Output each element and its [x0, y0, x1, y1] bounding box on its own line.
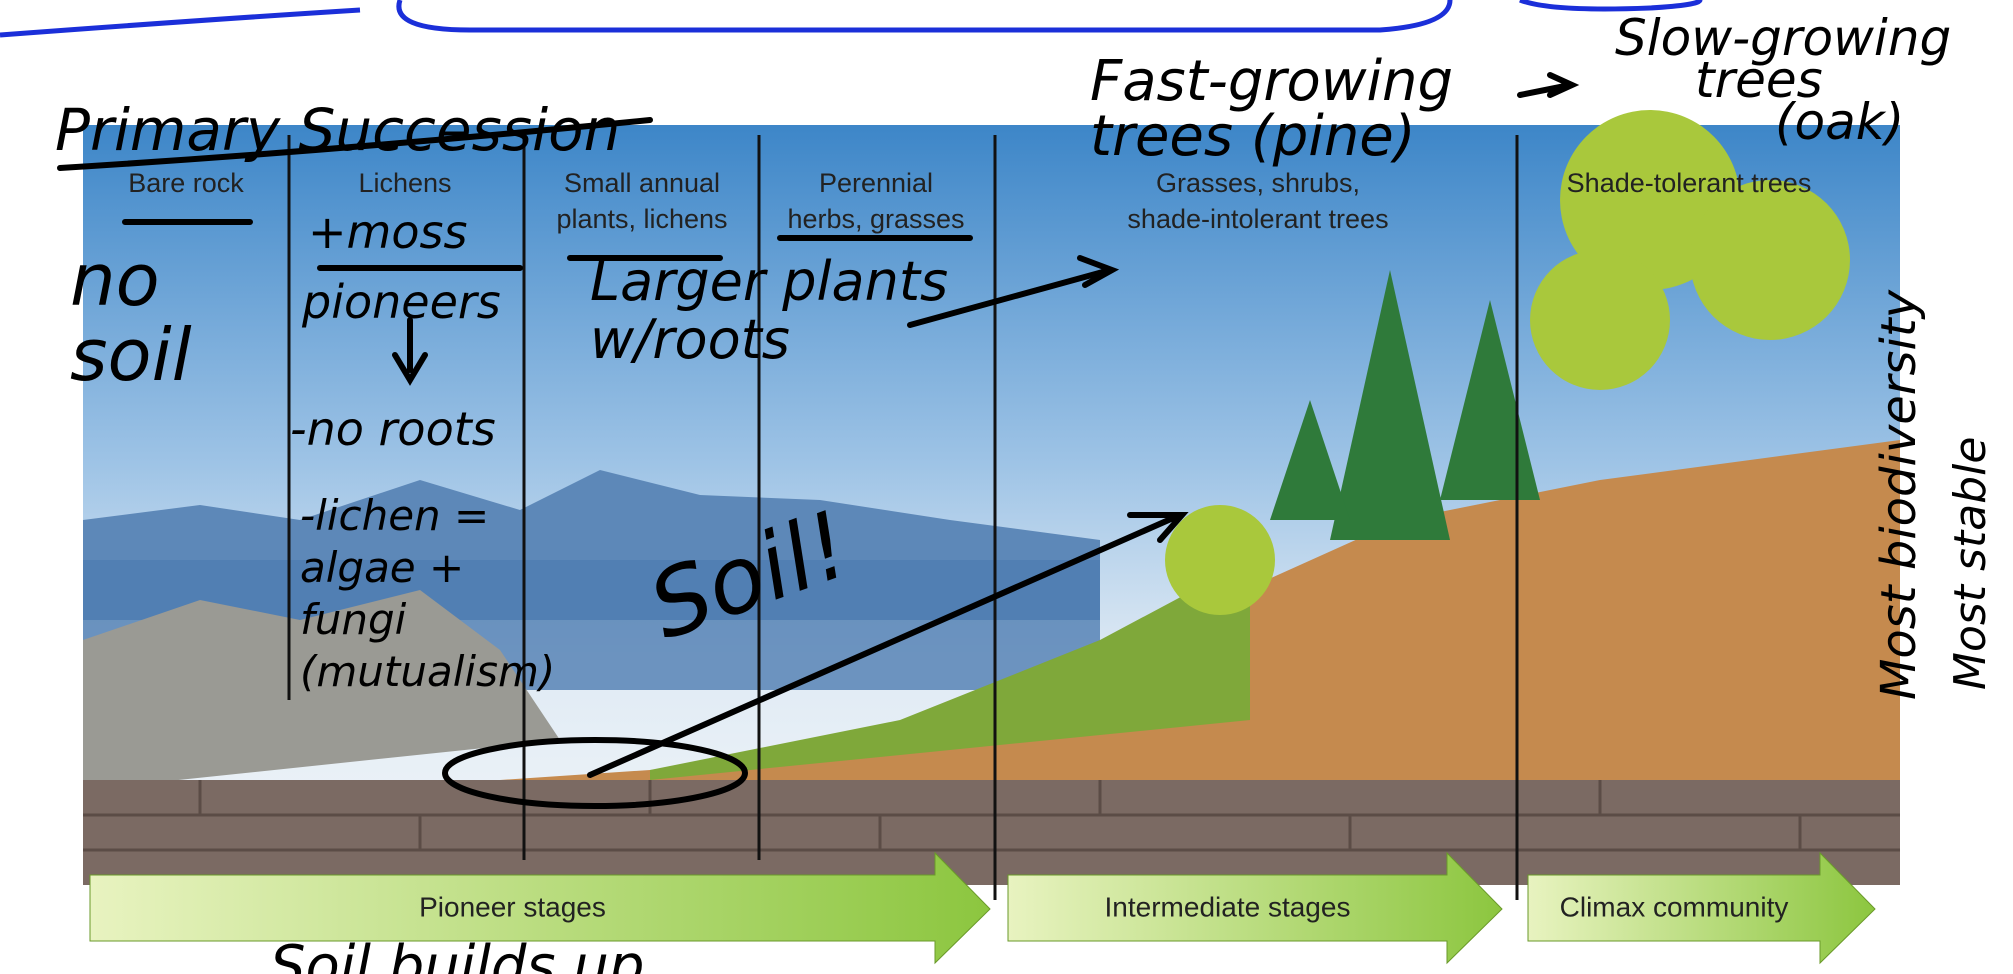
handwritten-note: w/roots — [590, 308, 790, 371]
stage-label: Grasses, shrubs, — [1156, 168, 1360, 198]
handwritten-note: trees (pine) — [1090, 104, 1416, 169]
handwritten-note: Soil builds up — [270, 934, 644, 974]
handwritten-note: algae + — [300, 543, 464, 592]
stage-label: herbs, grasses — [787, 204, 964, 234]
stage-label: Shade-tolerant trees — [1567, 168, 1812, 198]
handwritten-note: pioneers — [301, 275, 501, 329]
handwritten-note: -lichen = — [300, 491, 489, 540]
phase-label: Pioneer stages — [419, 891, 606, 922]
handwritten-note: Larger plants — [590, 250, 948, 313]
handwritten-note: (oak) — [1775, 93, 1904, 151]
stage-label: Bare rock — [128, 168, 244, 198]
stage-label: shade-intolerant trees — [1127, 204, 1388, 234]
blue-ink — [0, 0, 1700, 35]
stage-label: plants, lichens — [556, 204, 727, 234]
handwritten-note: Most biodiversity — [1871, 289, 1927, 700]
phase-label: Climax community — [1560, 891, 1789, 922]
stage-label: Lichens — [358, 168, 451, 198]
handwritten-note: (mutualism) — [300, 647, 555, 696]
bedrock — [83, 780, 1900, 885]
handwritten-note: Most stable — [1945, 437, 1996, 690]
handwritten-note: Primary Succession — [55, 96, 620, 164]
handwritten-note: no — [70, 238, 160, 322]
stage-label: Perennial — [819, 168, 933, 198]
handwritten-note: +moss — [308, 205, 467, 259]
handwritten-note: soil — [70, 313, 192, 397]
handwritten-note: fungi — [300, 595, 407, 644]
phase-label: Intermediate stages — [1105, 891, 1351, 922]
page: {"stages":[["Bare rock"],["Lichens"],["S… — [0, 0, 2013, 974]
diagram: Bare rock Lichens Small annual plants, lich… — [0, 0, 2013, 974]
handwritten-note: -no roots — [290, 402, 496, 456]
stage-label: Small annual — [564, 168, 720, 198]
